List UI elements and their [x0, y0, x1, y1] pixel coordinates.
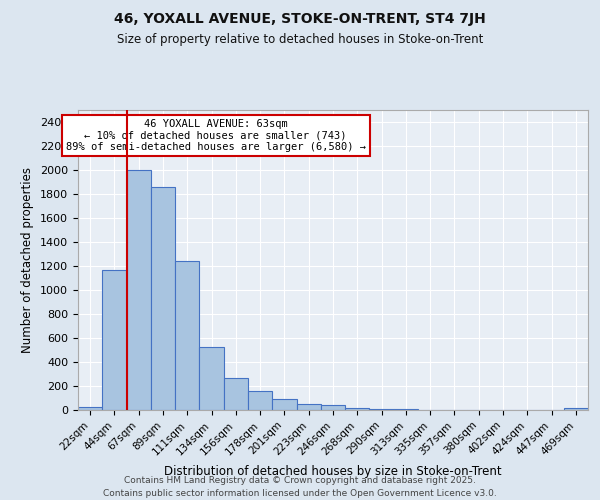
Bar: [78, 407, 102, 410]
Text: Size of property relative to detached houses in Stoke-on-Trent: Size of property relative to detached ho…: [117, 32, 483, 46]
Bar: [296, 404, 321, 410]
Bar: [224, 378, 248, 410]
Bar: [248, 392, 272, 410]
Text: Contains HM Land Registry data © Crown copyright and database right 2025.
Contai: Contains HM Land Registry data © Crown c…: [103, 476, 497, 498]
Bar: [272, 399, 296, 410]
Bar: [199, 347, 224, 410]
Text: 46 YOXALL AVENUE: 63sqm
← 10% of detached houses are smaller (743)
89% of semi-d: 46 YOXALL AVENUE: 63sqm ← 10% of detache…: [66, 119, 366, 152]
Bar: [102, 270, 127, 410]
Y-axis label: Number of detached properties: Number of detached properties: [22, 167, 34, 353]
Bar: [345, 408, 370, 410]
Bar: [151, 187, 175, 410]
Text: 46, YOXALL AVENUE, STOKE-ON-TRENT, ST4 7JH: 46, YOXALL AVENUE, STOKE-ON-TRENT, ST4 7…: [114, 12, 486, 26]
Bar: [127, 170, 151, 410]
Bar: [175, 261, 199, 410]
X-axis label: Distribution of detached houses by size in Stoke-on-Trent: Distribution of detached houses by size …: [164, 465, 502, 478]
Bar: [564, 408, 588, 410]
Bar: [321, 405, 345, 410]
